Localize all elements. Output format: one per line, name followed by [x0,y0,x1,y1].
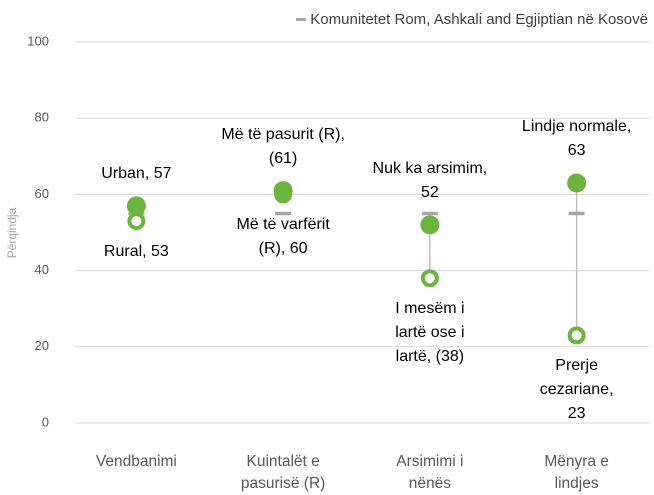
data-label: Më të varfërit (R), 60 [236,216,330,258]
x-tick-label: Arsimimi i nënës [396,453,464,492]
y-tick-label: 40 [35,262,49,277]
data-label: Prerje cezariane, 23 [539,357,614,423]
filled-dot [420,215,440,235]
legend-swatch [296,18,307,21]
filled-dot [567,173,587,193]
hollow-dot [567,326,586,345]
filled-dot [273,181,293,201]
x-tick-label: Kuintalët e pasurisë (R) [240,453,326,492]
filled-dot [126,196,146,216]
y-tick-label: 100 [27,33,49,48]
legend: Komunitetet Rom, Ashkali and Egjiptian n… [296,11,648,28]
data-label: Rural, 53 [103,243,169,261]
x-tick-label: Mënyra e lindjes [544,453,609,492]
y-tick-label: 60 [35,186,49,201]
y-tick-label: 80 [35,110,49,125]
y-axis-label: Përqindja [5,207,19,258]
y-tick-label: 20 [35,338,49,353]
x-tick-label: Vendbanimi [95,453,177,470]
data-label: I mesëm i lartë ose i lartë, (38) [395,300,465,366]
hollow-dot [420,269,439,288]
data-label: Lindje normale, 63 [521,117,632,159]
hollow-dot [127,212,146,231]
data-label: Urban, 57 [101,164,172,182]
y-tick-label: 0 [42,414,49,429]
legend-label: Komunitetet Rom, Ashkali and Egjiptian n… [310,11,648,28]
data-label: Më të pasurit (R), (61) [221,125,345,167]
data-label: Nuk ka arsimim, 52 [372,159,488,201]
